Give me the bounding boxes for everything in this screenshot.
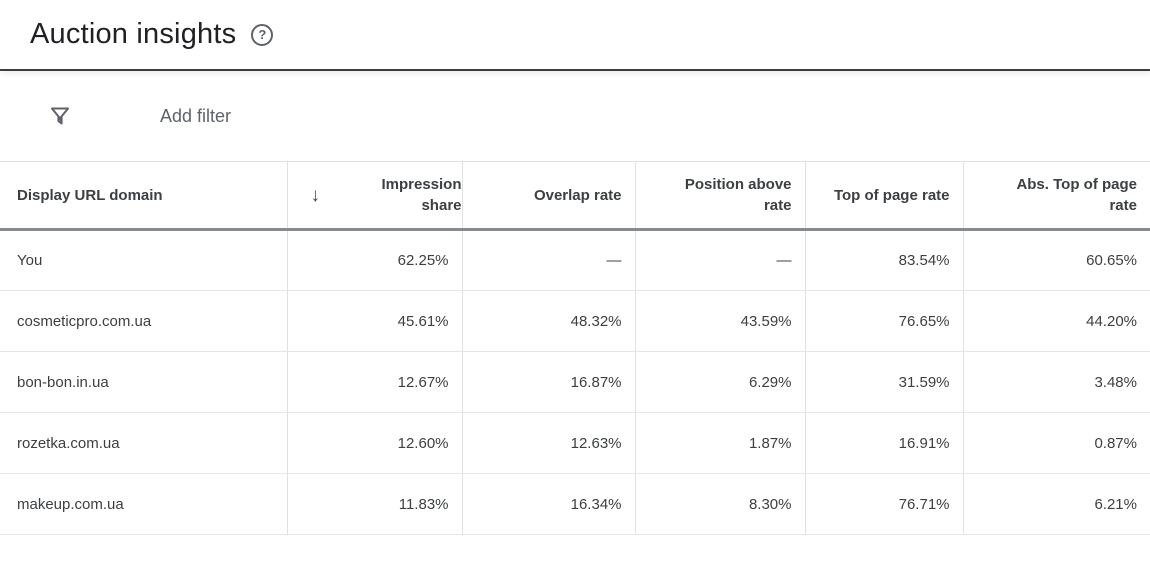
add-filter-button[interactable]: Add filter	[160, 105, 232, 126]
cell-overlap-rate: 16.87%	[461, 351, 635, 413]
sort-descending-arrow-icon[interactable]: ↓	[310, 184, 321, 206]
table-row: cosmeticpro.com.ua 45.61% 48.32% 43.59% …	[0, 290, 1150, 352]
cell-domain: rozetka.com.ua	[0, 412, 287, 474]
cell-domain: cosmeticpro.com.ua	[0, 290, 287, 352]
cell-position-above-rate: 6.29%	[634, 351, 805, 413]
cell-domain: makeup.com.ua	[0, 473, 287, 535]
column-header-label: Top of page rate	[833, 186, 950, 204]
cell-abs-top-of-page-rate: 3.48%	[962, 351, 1150, 413]
cell-position-above-rate: —	[634, 229, 805, 291]
cell-overlap-rate: 16.34%	[461, 473, 635, 535]
column-header-label: Abs. Top of page rate	[1016, 176, 1137, 214]
cell-overlap-rate: 48.32%	[461, 290, 635, 352]
cell-top-of-page-rate: 31.59%	[804, 351, 963, 413]
cell-position-above-rate: 8.30%	[634, 473, 805, 535]
cell-top-of-page-rate: 16.91%	[804, 412, 963, 474]
column-header-position-above-rate[interactable]: Position above rate	[634, 161, 805, 231]
cell-overlap-rate: 12.63%	[461, 412, 635, 474]
column-header-impression-share[interactable]: ↓ Impression share	[286, 161, 462, 231]
cell-abs-top-of-page-rate: 60.65%	[962, 229, 1150, 291]
cell-impression-share: 62.25%	[286, 229, 462, 291]
table-row: makeup.com.ua 11.83% 16.34% 8.30% 76.71%…	[0, 473, 1150, 535]
column-header-label: Position above rate	[684, 176, 792, 214]
cell-top-of-page-rate: 76.65%	[804, 290, 963, 352]
cell-domain: bon-bon.in.ua	[0, 351, 287, 413]
cell-impression-share: 11.83%	[286, 473, 462, 535]
cell-position-above-rate: 43.59%	[634, 290, 805, 352]
cell-position-above-rate: 1.87%	[634, 412, 805, 474]
column-header-label: Display URL domain	[17, 186, 163, 204]
page-title: Auction insights	[30, 18, 237, 50]
cell-domain: You	[0, 229, 287, 291]
cell-impression-share: 12.60%	[286, 412, 462, 474]
cell-impression-share: 45.61%	[286, 290, 462, 352]
cell-abs-top-of-page-rate: 44.20%	[962, 290, 1150, 352]
cell-abs-top-of-page-rate: 0.87%	[962, 412, 1150, 474]
column-header-abs-top-of-page-rate[interactable]: Abs. Top of page rate	[962, 161, 1150, 231]
column-header-overlap-rate[interactable]: Overlap rate	[461, 161, 635, 231]
auction-insights-table: Display URL domain ↓ Impression share Ov…	[0, 161, 1150, 535]
cell-overlap-rate: —	[461, 229, 635, 291]
table-header-row: Display URL domain ↓ Impression share Ov…	[0, 161, 1150, 231]
cell-top-of-page-rate: 83.54%	[804, 229, 963, 291]
column-header-label: Overlap rate	[533, 186, 622, 204]
column-header-top-of-page-rate[interactable]: Top of page rate	[804, 161, 963, 231]
filter-bar: Add filter	[0, 71, 1150, 161]
column-header-label: Impression share	[381, 176, 462, 214]
cell-impression-share: 12.67%	[286, 351, 462, 413]
cell-top-of-page-rate: 76.71%	[804, 473, 963, 535]
column-header-display-url-domain[interactable]: Display URL domain	[0, 161, 287, 231]
table-row: bon-bon.in.ua 12.67% 16.87% 6.29% 31.59%…	[0, 351, 1150, 413]
filter-funnel-icon[interactable]	[47, 103, 73, 129]
help-circle-icon[interactable]: ?	[251, 23, 274, 46]
table-row: rozetka.com.ua 12.60% 12.63% 1.87% 16.91…	[0, 412, 1150, 474]
title-bar: Auction insights ?	[0, 0, 1150, 71]
cell-abs-top-of-page-rate: 6.21%	[962, 473, 1150, 535]
table-row: You 62.25% — — 83.54% 60.65%	[0, 229, 1150, 291]
auction-insights-page: Auction insights ? Add filter Display UR…	[0, 0, 1150, 535]
